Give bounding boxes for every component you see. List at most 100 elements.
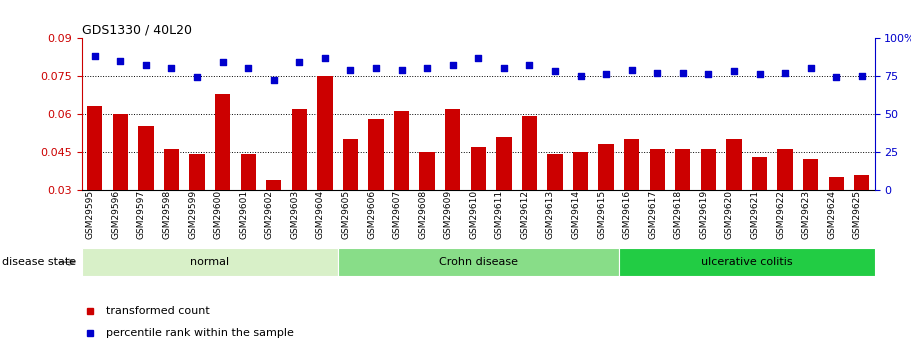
- Point: [599, 72, 613, 77]
- Text: transformed count: transformed count: [106, 306, 210, 316]
- Bar: [522, 116, 537, 266]
- Point: [369, 66, 384, 71]
- Point: [215, 59, 230, 65]
- Bar: [113, 114, 128, 266]
- Bar: [343, 139, 358, 266]
- Text: GSM29606: GSM29606: [367, 190, 376, 239]
- Point: [343, 67, 358, 72]
- Bar: [496, 137, 511, 266]
- Bar: [266, 180, 281, 266]
- Text: GSM29607: GSM29607: [393, 190, 402, 239]
- Bar: [701, 149, 716, 266]
- Text: percentile rank within the sample: percentile rank within the sample: [106, 328, 293, 337]
- Text: GSM29620: GSM29620: [725, 190, 734, 239]
- Bar: [619, 248, 875, 276]
- Text: ulcerative colitis: ulcerative colitis: [701, 257, 793, 267]
- Text: normal: normal: [190, 257, 230, 267]
- Point: [701, 72, 716, 77]
- Bar: [675, 149, 691, 266]
- Point: [471, 55, 486, 60]
- Bar: [164, 149, 179, 266]
- Point: [394, 67, 409, 72]
- Point: [804, 66, 818, 71]
- Point: [650, 70, 664, 76]
- Point: [676, 70, 691, 76]
- Text: GSM29624: GSM29624: [827, 190, 836, 239]
- Bar: [777, 149, 793, 266]
- Bar: [624, 139, 640, 266]
- Point: [522, 62, 537, 68]
- Text: GSM29597: GSM29597: [137, 190, 146, 239]
- Bar: [292, 109, 307, 266]
- Text: GSM29602: GSM29602: [265, 190, 273, 239]
- Bar: [87, 106, 102, 266]
- Bar: [828, 177, 844, 266]
- Point: [548, 69, 562, 74]
- Text: GSM29595: GSM29595: [86, 190, 95, 239]
- Point: [164, 66, 179, 71]
- Bar: [752, 157, 767, 266]
- Text: GSM29616: GSM29616: [623, 190, 631, 239]
- Point: [420, 66, 435, 71]
- Point: [241, 66, 255, 71]
- Text: GSM29613: GSM29613: [546, 190, 555, 239]
- Text: GSM29615: GSM29615: [597, 190, 606, 239]
- Text: GSM29611: GSM29611: [495, 190, 504, 239]
- Point: [855, 73, 869, 79]
- Bar: [548, 154, 563, 266]
- Text: GSM29598: GSM29598: [162, 190, 171, 239]
- Bar: [599, 144, 614, 266]
- Bar: [241, 154, 256, 266]
- Text: GSM29605: GSM29605: [342, 190, 351, 239]
- Point: [318, 55, 333, 60]
- Text: GSM29610: GSM29610: [469, 190, 478, 239]
- Point: [829, 75, 844, 80]
- Text: disease state: disease state: [2, 257, 76, 267]
- Text: GSM29621: GSM29621: [751, 190, 760, 239]
- Text: GSM29608: GSM29608: [418, 190, 427, 239]
- Text: GSM29603: GSM29603: [291, 190, 300, 239]
- Point: [496, 66, 511, 71]
- Text: GSM29617: GSM29617: [649, 190, 657, 239]
- Text: GSM29619: GSM29619: [700, 190, 709, 239]
- Bar: [471, 147, 486, 266]
- Text: GSM29618: GSM29618: [674, 190, 683, 239]
- Bar: [317, 76, 333, 266]
- Bar: [368, 119, 384, 266]
- Text: GSM29623: GSM29623: [802, 190, 811, 239]
- Bar: [803, 159, 818, 266]
- Point: [189, 75, 204, 80]
- Text: GSM29600: GSM29600: [213, 190, 222, 239]
- Bar: [394, 111, 409, 266]
- Text: GSM29596: GSM29596: [111, 190, 120, 239]
- Point: [573, 73, 588, 79]
- Point: [266, 78, 281, 83]
- Bar: [215, 93, 230, 266]
- Point: [292, 59, 307, 65]
- Bar: [82, 248, 338, 276]
- Text: Crohn disease: Crohn disease: [439, 257, 517, 267]
- Point: [113, 58, 128, 63]
- Point: [445, 62, 460, 68]
- Bar: [338, 248, 619, 276]
- Text: GSM29625: GSM29625: [853, 190, 862, 239]
- Bar: [419, 152, 435, 266]
- Text: GSM29622: GSM29622: [776, 190, 785, 239]
- Bar: [138, 127, 154, 266]
- Text: GSM29614: GSM29614: [571, 190, 580, 239]
- Bar: [855, 175, 869, 266]
- Point: [778, 70, 793, 76]
- Text: GSM29604: GSM29604: [316, 190, 325, 239]
- Point: [138, 62, 153, 68]
- Point: [727, 69, 742, 74]
- Bar: [189, 154, 205, 266]
- Text: GSM29612: GSM29612: [520, 190, 529, 239]
- Text: GSM29609: GSM29609: [444, 190, 453, 239]
- Text: GSM29601: GSM29601: [240, 190, 248, 239]
- Text: GDS1330 / 40L20: GDS1330 / 40L20: [82, 24, 192, 37]
- Text: GSM29599: GSM29599: [188, 190, 197, 239]
- Point: [87, 53, 102, 59]
- Bar: [573, 152, 589, 266]
- Bar: [445, 109, 460, 266]
- Point: [752, 72, 767, 77]
